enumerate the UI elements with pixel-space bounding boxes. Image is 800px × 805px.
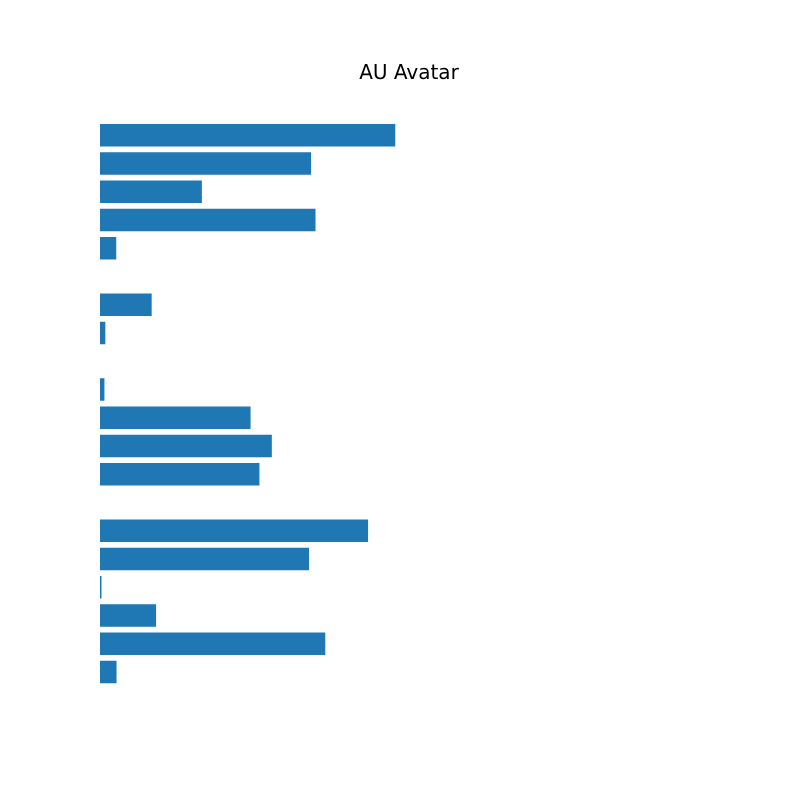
bar-4 <box>100 208 316 232</box>
bar-8 <box>100 321 106 345</box>
bar-1 <box>100 124 396 147</box>
bar-12 <box>100 434 272 458</box>
bar-13 <box>100 463 260 486</box>
bar-3 <box>100 180 202 203</box>
bar-2 <box>100 152 312 175</box>
bar-18 <box>100 604 157 627</box>
bar-5 <box>100 237 117 260</box>
bar-16 <box>100 547 310 571</box>
bar-19 <box>100 632 326 655</box>
bars-group <box>100 124 396 684</box>
bar-10 <box>100 378 105 401</box>
bar-17 <box>100 576 102 599</box>
chart-title: AU Avatar <box>359 60 459 84</box>
bar-15 <box>100 519 369 542</box>
bar-20 <box>100 660 117 684</box>
bar-7 <box>100 293 152 316</box>
bar-11 <box>100 406 251 429</box>
